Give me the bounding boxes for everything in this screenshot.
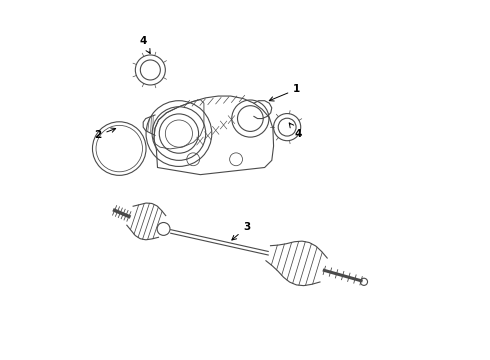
Text: 4: 4 xyxy=(140,36,150,53)
Text: 1: 1 xyxy=(270,84,300,101)
Text: 3: 3 xyxy=(232,222,250,240)
Text: 2: 2 xyxy=(94,128,116,140)
Text: 4: 4 xyxy=(289,123,301,139)
